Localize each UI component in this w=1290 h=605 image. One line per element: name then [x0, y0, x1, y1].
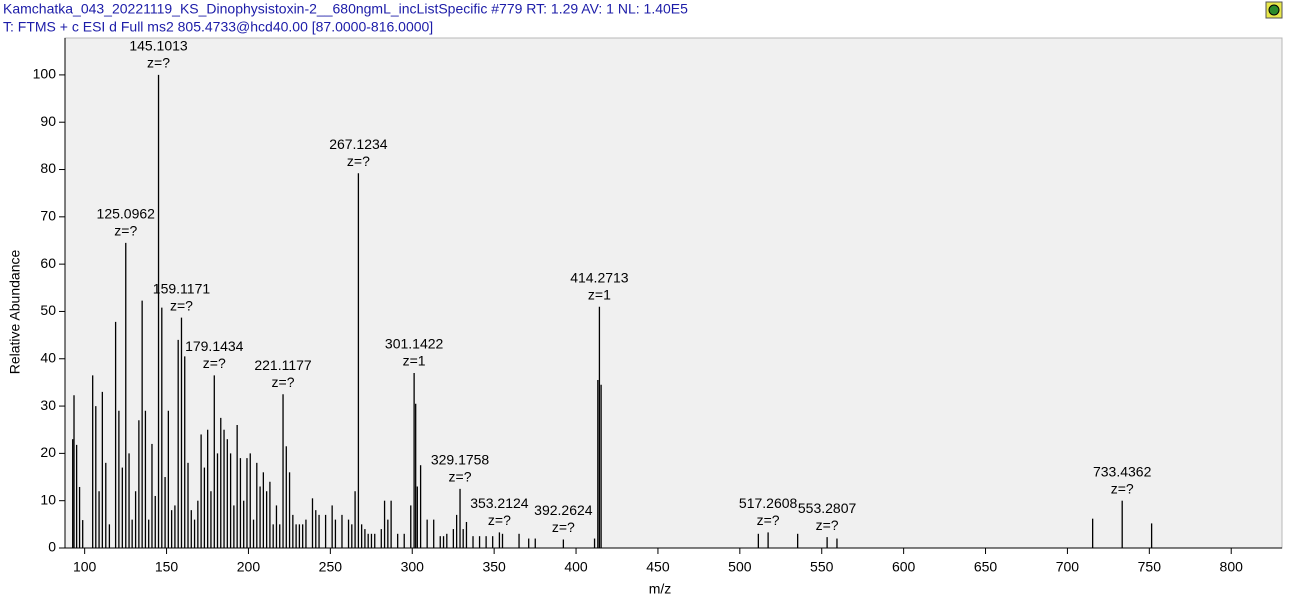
x-tick-label: 550	[810, 559, 834, 575]
x-tick-label: 250	[319, 559, 343, 575]
peak-label: 733.4362	[1093, 463, 1152, 479]
y-axis-label: Relative Abundance	[7, 250, 23, 375]
pin-icon-glyph[interactable]	[1268, 4, 1280, 16]
x-axis-label: m/z	[649, 581, 672, 597]
y-tick-label: 10	[40, 491, 56, 507]
y-tick-label: 40	[40, 349, 56, 365]
charge-label: z=?	[552, 519, 575, 535]
x-tick-label: 150	[155, 559, 179, 575]
charge-label: z=?	[757, 512, 780, 528]
x-tick-label: 800	[1220, 559, 1244, 575]
peak-label: 267.1234	[329, 136, 388, 152]
peak-label: 517.2608	[739, 495, 798, 511]
charge-label: z=?	[816, 517, 839, 533]
y-tick-label: 90	[40, 113, 56, 129]
y-tick-label: 30	[40, 397, 56, 413]
y-tick-label: 80	[40, 160, 56, 176]
charge-label: z=?	[449, 469, 472, 485]
x-tick-label: 750	[1138, 559, 1162, 575]
peak-label: 125.0962	[97, 206, 156, 222]
charge-label: z=?	[203, 355, 226, 371]
x-tick-label: 500	[728, 559, 752, 575]
peak-label: 392.2624	[534, 502, 593, 518]
peak-label: 414.2713	[570, 269, 629, 285]
y-tick-label: 70	[40, 208, 56, 224]
peak-label: 553.2807	[798, 500, 857, 516]
y-tick-label: 60	[40, 255, 56, 271]
x-tick-label: 100	[73, 559, 97, 575]
chart-title: Kamchatka_043_20221119_KS_Dinophysistoxi…	[3, 1, 688, 17]
x-tick-label: 700	[1056, 559, 1080, 575]
charge-label: z=?	[114, 223, 137, 239]
charge-label: z=1	[588, 286, 611, 302]
x-tick-label: 300	[401, 559, 425, 575]
charge-label: z=?	[272, 374, 295, 390]
peak-label: 179.1434	[185, 338, 244, 354]
peak-label: 159.1171	[153, 280, 211, 296]
peak-label: 353.2124	[470, 495, 529, 511]
plot-area	[64, 37, 1283, 549]
peak-label: 145.1013	[129, 38, 188, 54]
peak-label: 221.1177	[254, 357, 312, 373]
charge-label: z=?	[170, 297, 193, 313]
x-tick-label: 600	[892, 559, 916, 575]
x-tick-label: 650	[974, 559, 998, 575]
peak-label: 301.1422	[385, 336, 444, 352]
x-tick-label: 350	[482, 559, 506, 575]
charge-label: z=1	[403, 353, 426, 369]
charge-label: z=?	[1111, 480, 1134, 496]
y-tick-label: 50	[40, 302, 56, 318]
y-tick-label: 0	[48, 539, 56, 555]
y-tick-label: 20	[40, 444, 56, 460]
x-tick-label: 200	[237, 559, 261, 575]
x-tick-label: 450	[646, 559, 670, 575]
y-tick-label: 100	[33, 66, 57, 82]
pin-icon[interactable]	[1265, 1, 1283, 19]
charge-label: z=?	[147, 55, 170, 71]
chart-subtitle: T: FTMS + c ESI d Full ms2 805.4733@hcd4…	[3, 19, 433, 35]
x-tick-label: 400	[564, 559, 588, 575]
charge-label: z=?	[488, 512, 511, 528]
charge-label: z=?	[347, 153, 370, 169]
peak-label: 329.1758	[431, 452, 490, 468]
